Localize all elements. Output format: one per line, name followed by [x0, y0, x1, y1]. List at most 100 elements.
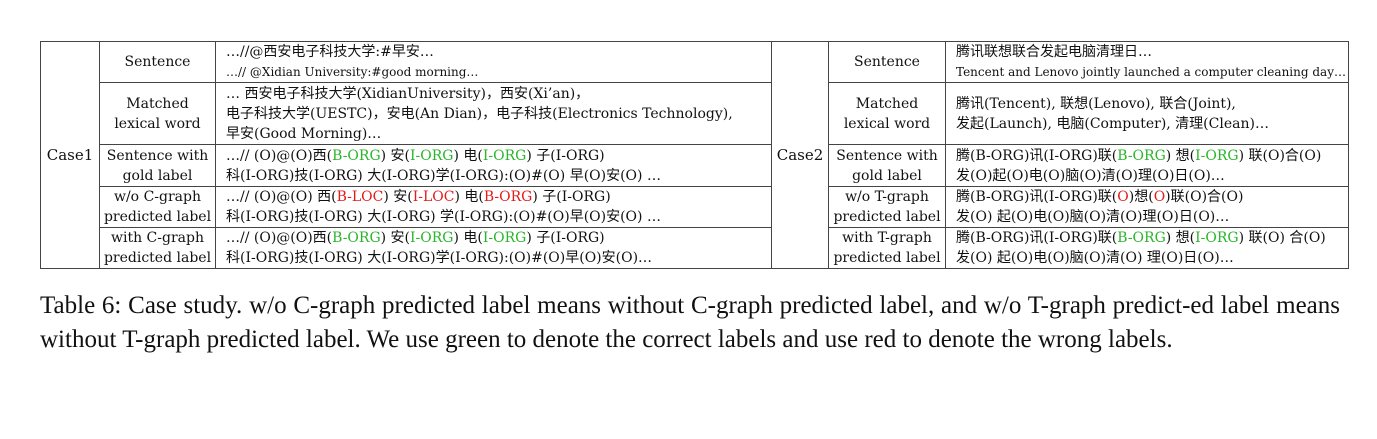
correct-label: B-ORG — [1117, 147, 1166, 164]
text-segment: ) 联(O) 合(O) — [1238, 230, 1326, 246]
row-label-line: predicted label — [103, 250, 212, 266]
text-segment: ) 想( — [1165, 147, 1196, 164]
content-line: 发(O) 起(O)电(O)脑(O)清(O) 理(O)日(O)… — [956, 248, 1348, 268]
text-segment: …//@西安电子科技大学:#早安… — [226, 44, 434, 60]
without-graph-row: w/o T-graph predicted label 腾(B-ORG)讯(I-OR… — [772, 186, 1349, 228]
text-segment: 早安(Good Morning)… — [226, 125, 382, 142]
text-segment: ) 子(I-ORG) — [526, 147, 605, 164]
text-segment: ) 电( — [453, 147, 483, 164]
text-segment: 腾讯(Tencent), 联想(Lenovo), 联合(Joint), — [956, 95, 1236, 112]
text-segment: ) 安( — [383, 189, 413, 205]
content-line: 发(O) 起(O)电(O)脑(O)清(O)理(O)日(O)… — [956, 207, 1348, 227]
matched-lexical-word-row: Matched lexical word 腾讯(Tencent), 联想(Lenov… — [772, 82, 1349, 145]
correct-label: B-ORG — [332, 147, 381, 164]
text-segment: 发(O) 起(O)电(O)脑(O)清(O)理(O)日(O)… — [956, 209, 1230, 225]
text-segment: ) 电( — [453, 230, 483, 246]
correct-label: I-ORG — [410, 147, 454, 164]
text-segment: )想( — [1128, 189, 1154, 205]
correct-label: B-ORG — [332, 230, 381, 246]
content-line: 发起(Launch), 电脑(Computer), 清理(Clean)… — [956, 114, 1348, 134]
wrong-label: O — [1117, 189, 1129, 205]
text-segment: 腾讯联想联合发起电脑清理日… — [956, 44, 1152, 60]
row-label-line: Matched — [126, 95, 189, 112]
text-segment: 科(I-ORG)技(I-ORG) 大(I-ORG)学(I-ORG):(O)#(O… — [226, 167, 661, 184]
row-label-line: w/o C-graph — [113, 189, 201, 205]
content-cell: 腾讯(Tencent), 联想(Lenovo), 联合(Joint), 发起(La… — [945, 82, 1349, 145]
content-line: …// (O)@(O)西(B-ORG) 安(I-ORG) 电(I-ORG) 子(… — [226, 146, 771, 166]
correct-label: I-ORG — [482, 230, 527, 246]
content-line: …// (O)@(O) 西(B-LOC) 安(I-LOC) 电(B-ORG) 子… — [226, 188, 771, 208]
sentence-row: Case2 Sentence 腾讯联想联合发起电脑清理日… Tencent and L… — [771, 41, 1349, 269]
correct-label: I-ORG — [1195, 147, 1239, 164]
with-graph-row: with T-graph predicted label 腾(B-ORG)讯(I-O… — [772, 227, 1349, 269]
row-label-line: gold label — [852, 167, 922, 184]
row-label-cell: with C-graph predicted label — [99, 227, 216, 269]
row-label-cell: w/o C-graph predicted label — [99, 186, 216, 228]
correct-label: I-ORG — [410, 230, 454, 246]
content-line: 电子科技大学(UESTC)，安电(An Dian)，电子科技(Electroni… — [226, 104, 771, 124]
with-graph-row: with C-graph predicted label …// (O)@(O)西(… — [41, 227, 772, 269]
row-label-line: with T-graph — [842, 230, 932, 246]
row-label-line: Sentence with — [836, 147, 938, 164]
row-label-line: predicted label — [103, 209, 212, 225]
content-cell: …// (O)@(O) 西(B-LOC) 安(I-LOC) 电(B-ORG) 子… — [215, 186, 772, 228]
row-label-cell: w/o T-graph predicted label — [828, 186, 946, 228]
content-cell: … 西安电子科技大学(XidianUniversity)，西安(Xi’an)， 电… — [215, 82, 772, 145]
row-label-line: predicted label — [833, 250, 941, 266]
content-line: 科(I-ORG)技(I-ORG) 大(I-ORG)学(I-ORG):(O)#(O… — [226, 166, 771, 186]
content-cell: …// (O)@(O)西(B-ORG) 安(I-ORG) 电(I-ORG) 子(… — [215, 227, 772, 269]
without-graph-row: w/o C-graph predicted label …// (O)@(O) 西(… — [41, 186, 772, 228]
row-label-cell: Sentence — [828, 41, 946, 83]
content-cell: 腾(B-ORG)讯(I-ORG)联(O)想(O)联(O)合(O) 发(O) 起(O… — [945, 186, 1349, 228]
row-label-line: w/o T-graph — [845, 189, 929, 205]
content-line: Tencent and Lenovo jointly launched a co… — [956, 62, 1348, 82]
case-id-cell: Case1 — [40, 41, 100, 269]
wrong-label: B-LOC — [336, 189, 384, 205]
content-line: 发(O)起(O)电(O)脑(O)清(O)理(O)日(O)… — [956, 166, 1348, 186]
text-segment: )联(O)合(O) — [1165, 189, 1244, 205]
text-segment: ) 想( — [1165, 230, 1196, 246]
text-segment: ) 子(I-ORG) — [532, 189, 611, 205]
content-cell: …//@西安电子科技大学:#早安… …// @Xidian University:… — [215, 41, 772, 83]
case2-table: Case2 Sentence 腾讯联想联合发起电脑清理日… Tencent and L… — [771, 41, 1349, 269]
row-label-cell: Matched lexical word — [99, 82, 216, 145]
text-segment: 电子科技大学(UESTC)，安电(An Dian)，电子科技(Electroni… — [226, 105, 733, 122]
content-line: 科(I-ORG)技(I-ORG) 大(I-ORG) 学(I-ORG):(O)#(… — [226, 207, 771, 227]
content-line: 腾讯联想联合发起电脑清理日… — [956, 43, 1348, 63]
text-segment: 科(I-ORG)技(I-ORG) 大(I-ORG) 学(I-ORG):(O)#(… — [226, 209, 661, 225]
text-segment: 腾(B-ORG)讯(I-ORG)联( — [956, 147, 1118, 164]
text-segment: … 西安电子科技大学(XidianUniversity)，西安(Xi’an)， — [226, 85, 590, 102]
row-label-line: gold label — [122, 167, 193, 184]
content-line: …//@西安电子科技大学:#早安… — [226, 43, 771, 63]
row-label-line: Sentence — [854, 54, 920, 70]
content-line: 腾(B-ORG)讯(I-ORG)联(O)想(O)联(O)合(O) — [956, 188, 1348, 208]
content-cell: 腾(B-ORG)讯(I-ORG)联(B-ORG) 想(I-ORG) 联(O) 合… — [945, 227, 1349, 269]
content-line: 科(I-ORG)技(I-ORG) 大(I-ORG)学(I-ORG):(O)#(O… — [226, 248, 771, 268]
text-segment: ) 联(O)合(O) — [1238, 147, 1322, 164]
case1-table: Case1 Sentence …//@西安电子科技大学:#早安… …// @Xidia… — [40, 41, 772, 269]
content-line: …// (O)@(O)西(B-ORG) 安(I-ORG) 电(I-ORG) 子(… — [226, 229, 771, 249]
content-line: … 西安电子科技大学(XidianUniversity)，西安(Xi’an)， — [226, 84, 771, 104]
gold-label-row: Sentence with gold label 腾(B-ORG)讯(I-ORG)联… — [772, 144, 1349, 187]
text-segment: 发(O) 起(O)电(O)脑(O)清(O) 理(O)日(O)… — [956, 250, 1234, 266]
wrong-label: B-ORG — [483, 189, 533, 205]
correct-label: I-ORG — [482, 147, 527, 164]
row-label-cell: Sentence — [99, 41, 216, 83]
row-label-line: lexical word — [114, 115, 201, 132]
content-line: 腾讯(Tencent), 联想(Lenovo), 联合(Joint), — [956, 94, 1348, 114]
text-segment: 腾(B-ORG)讯(I-ORG)联( — [956, 189, 1118, 205]
content-line: 早安(Good Morning)… — [226, 124, 771, 144]
row-label-cell: Sentence with gold label — [828, 144, 946, 187]
text-segment: 腾(B-ORG)讯(I-ORG)联( — [956, 230, 1118, 246]
row-label-line: predicted label — [833, 209, 941, 225]
text-segment: ) 子(I-ORG) — [526, 230, 605, 246]
sentence-row: Case1 Sentence …//@西安电子科技大学:#早安… …// @Xidia… — [40, 41, 772, 269]
matched-lexical-word-row: Matched lexical word … 西安电子科技大学(XidianUniv… — [41, 82, 772, 145]
row-label-cell: Sentence with gold label — [99, 144, 216, 187]
correct-label: I-ORG — [1195, 230, 1239, 246]
row-label-line: Sentence — [124, 54, 191, 70]
text-segment: 发起(Launch), 电脑(Computer), 清理(Clean)… — [956, 115, 1269, 132]
case-id-cell: Case2 — [771, 41, 829, 269]
text-segment: ) 安( — [380, 147, 411, 164]
text-segment: 科(I-ORG)技(I-ORG) 大(I-ORG)学(I-ORG):(O)#(O… — [226, 250, 653, 266]
